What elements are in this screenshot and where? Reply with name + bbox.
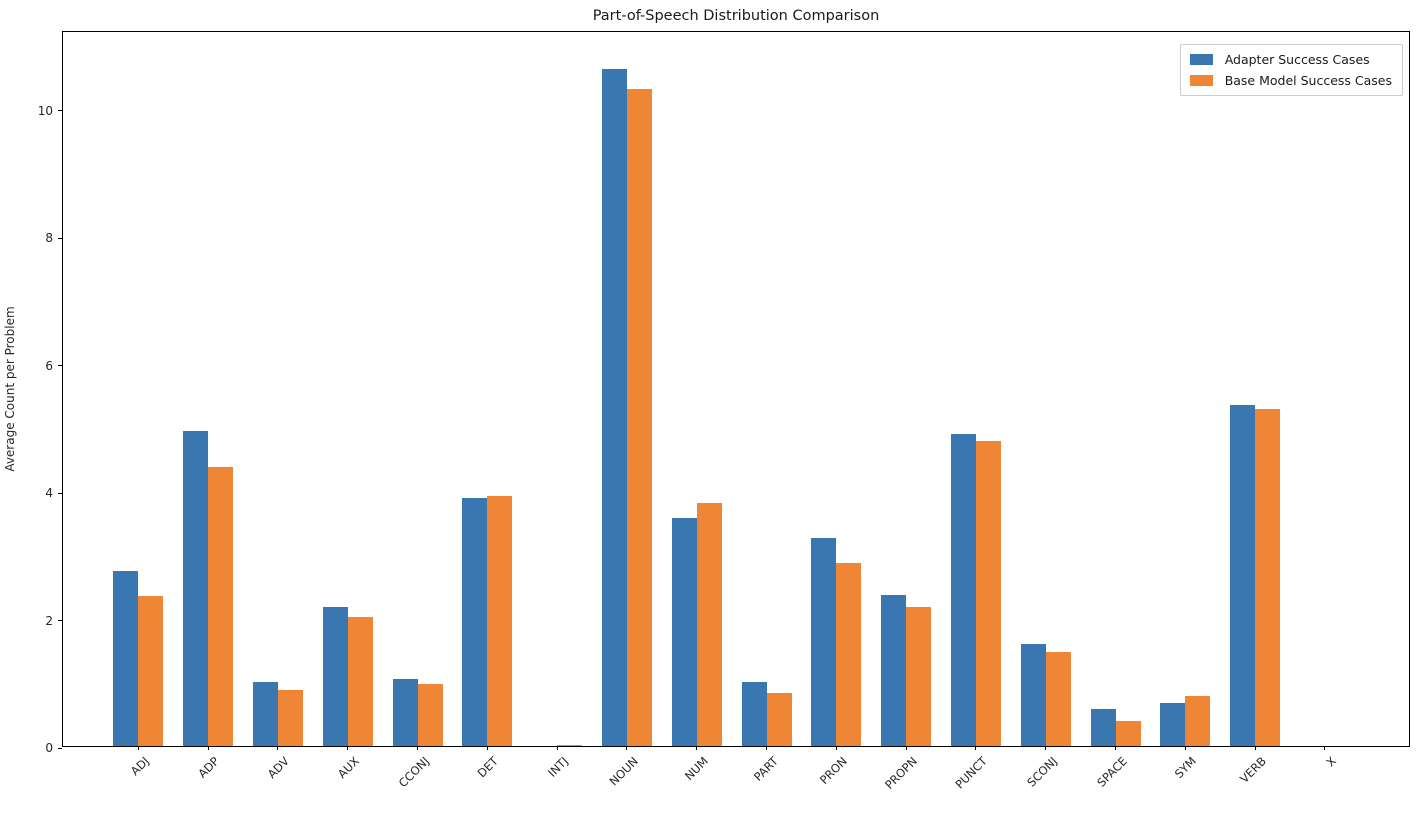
x-tick-label-punct: PUNCT [952,754,990,792]
bar-adapter-aux [322,607,348,746]
x-tick-label-sym: SYM [1172,754,1200,782]
x-tick-label-x: X [1323,754,1339,770]
y-tick-label: 10 [37,103,53,118]
bar-base-sconj [1045,652,1071,746]
bar-adapter-adj [113,570,139,746]
x-tick-mark [905,746,907,750]
x-tick-mark [277,746,279,750]
x-tick-label-adv: ADV [264,754,292,782]
x-tick-label-part: PART [750,754,781,784]
legend: Adapter Success Cases Base Model Success … [1179,44,1403,96]
y-tick-label: 4 [45,486,53,501]
x-tick-label-det: DET [474,754,502,781]
bar-base-noun [626,89,652,746]
bar-adapter-part [741,681,767,746]
bar-base-det [487,495,513,746]
x-tick-mark [766,746,767,750]
x-tick-mark [417,746,418,750]
x-tick-mark [207,746,209,750]
bar-base-aux [347,616,373,746]
x-tick-label-space: SPACE [1093,754,1130,790]
bar-base-cconj [417,683,443,746]
x-tick-mark [486,746,488,750]
bar-adapter-noun [601,68,627,746]
legend-label: Adapter Success Cases [1224,52,1370,67]
legend-row: Adapter Success Cases [1189,52,1392,67]
legend-swatch-icon [1189,75,1213,86]
bar-base-intj [557,744,583,746]
x-tick-label-propn: PROPN [882,754,920,792]
x-tick-label-intj: INTJ [545,754,571,780]
bar-base-punct [975,440,1001,746]
bar-base-propn [906,607,932,746]
bar-base-verb [1255,409,1281,746]
bar-base-adj [138,595,164,746]
chart-title: Part-of-Speech Distribution Comparison [592,8,880,24]
y-tick-label: 2 [45,613,53,628]
y-tick-label: 0 [45,741,53,755]
bar-adapter-adv [252,681,278,746]
x-tick-label-pron: PRON [817,754,851,787]
x-tick-mark [1115,746,1116,750]
x-tick-mark [1045,746,1047,750]
x-tick-mark [1184,746,1186,750]
bar-adapter-punct [950,433,976,746]
bar-adapter-adp [183,431,209,746]
x-tick-mark [696,746,698,750]
bar-base-adp [208,467,234,746]
x-tick-label-sconj: SCONJ [1023,754,1060,790]
bar-base-pron [836,563,862,746]
y-tick-mark [58,237,62,239]
y-axis-label: Average Count per Problem [3,306,17,472]
x-tick-mark [835,746,837,750]
x-tick-label-adp: ADP [195,754,222,781]
x-tick-label-cconj: CCONJ [395,754,432,791]
y-tick-mark [58,620,62,622]
bar-base-num [696,503,722,746]
bar-adapter-sconj [1020,644,1046,746]
bar-adapter-space [1090,709,1116,746]
legend-swatch-icon [1189,54,1213,65]
x-tick-label-verb: VERB [1237,754,1269,786]
y-tick-mark [58,747,62,749]
x-tick-mark [626,746,628,750]
bar-adapter-propn [881,595,907,746]
x-tick-mark [1254,746,1256,750]
y-tick-mark [58,365,62,367]
bar-base-sym [1185,695,1211,746]
legend-row: Base Model Success Cases [1189,73,1392,88]
x-tick-label-num: NUM [681,754,711,783]
x-tick-mark [556,746,558,750]
x-tick-label-adj: ADJ [128,754,153,779]
bar-adapter-cconj [392,679,418,746]
bar-adapter-num [671,517,697,746]
bar-base-adv [277,689,303,746]
x-tick-mark [975,746,977,750]
y-tick-label: 6 [45,358,53,373]
x-tick-label-noun: NOUN [606,754,641,789]
bar-adapter-verb [1230,405,1256,746]
legend-label: Base Model Success Cases [1224,73,1392,88]
bar-base-space [1115,720,1141,746]
x-tick-mark [347,746,349,750]
bar-base-part [766,693,792,746]
x-tick-label-aux: AUX [334,754,362,781]
y-tick-mark [58,492,62,494]
x-tick-mark [137,746,139,750]
y-tick-label: 8 [45,231,53,246]
bar-adapter-pron [811,538,837,746]
y-tick-mark [58,110,62,112]
bar-adapter-sym [1160,702,1186,746]
bar-adapter-det [462,497,488,746]
x-tick-mark [1324,746,1326,750]
plot-area: Adapter Success Cases Base Model Success … [38,31,1410,792]
